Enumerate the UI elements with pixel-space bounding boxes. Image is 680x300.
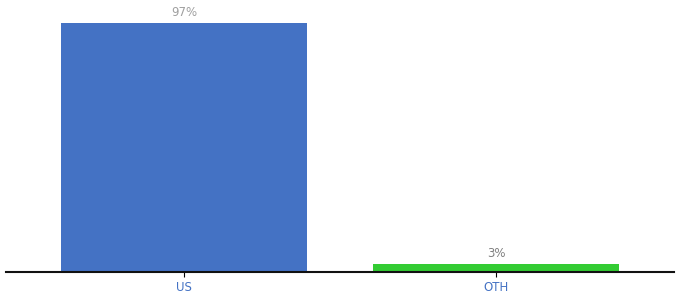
Text: 3%: 3% [487,247,505,260]
Bar [373,264,619,272]
Bar [61,23,307,272]
Text: 97%: 97% [171,6,197,19]
